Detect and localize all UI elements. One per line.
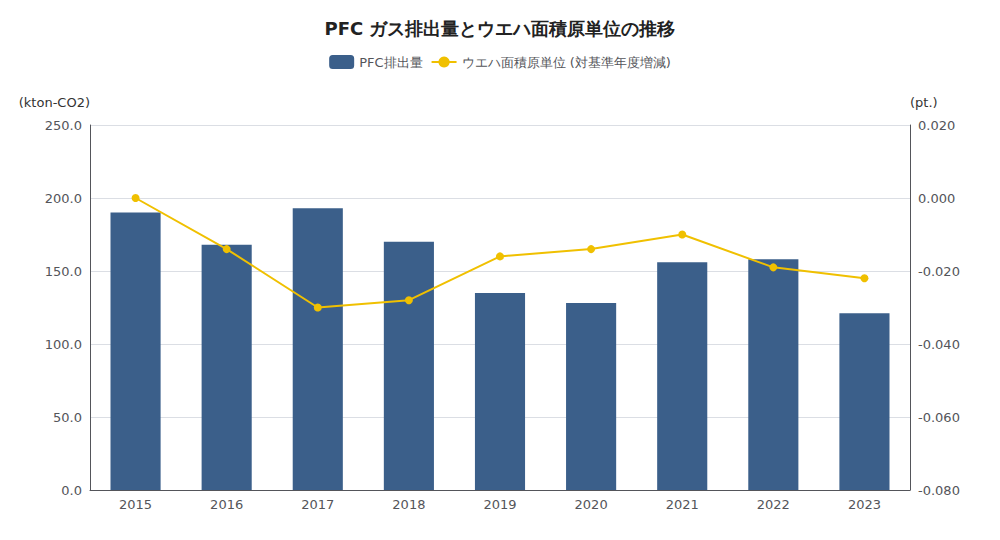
svg-text:2018: 2018 — [392, 497, 425, 512]
svg-text:0.020: 0.020 — [918, 118, 955, 133]
svg-text:0.0: 0.0 — [61, 483, 82, 498]
svg-text:-0.080: -0.080 — [918, 483, 960, 498]
svg-text:2017: 2017 — [301, 497, 334, 512]
svg-text:2023: 2023 — [848, 497, 881, 512]
svg-text:2019: 2019 — [483, 497, 516, 512]
svg-text:(pt.): (pt.) — [910, 95, 938, 110]
svg-text:-0.020: -0.020 — [918, 264, 960, 279]
svg-text:PFC排出量: PFC排出量 — [359, 55, 422, 70]
svg-text:ウエハ面積原単位 (対基準年度増減): ウエハ面積原単位 (対基準年度増減) — [462, 55, 671, 70]
svg-text:0.000: 0.000 — [918, 191, 955, 206]
svg-text:PFC ガス排出量とウエハ面積原単位の推移: PFC ガス排出量とウエハ面積原単位の推移 — [325, 18, 676, 39]
svg-text:200.0: 200.0 — [45, 191, 82, 206]
svg-text:50.0: 50.0 — [53, 410, 82, 425]
svg-text:2022: 2022 — [757, 497, 790, 512]
svg-text:150.0: 150.0 — [45, 264, 82, 279]
svg-text:-0.040: -0.040 — [918, 337, 960, 352]
svg-text:100.0: 100.0 — [45, 337, 82, 352]
svg-text:2021: 2021 — [666, 497, 699, 512]
svg-text:2016: 2016 — [210, 497, 243, 512]
svg-text:(kton-CO2): (kton-CO2) — [19, 95, 90, 110]
svg-text:250.0: 250.0 — [45, 118, 82, 133]
svg-text:2020: 2020 — [575, 497, 608, 512]
svg-text:-0.060: -0.060 — [918, 410, 960, 425]
svg-text:2015: 2015 — [119, 497, 152, 512]
